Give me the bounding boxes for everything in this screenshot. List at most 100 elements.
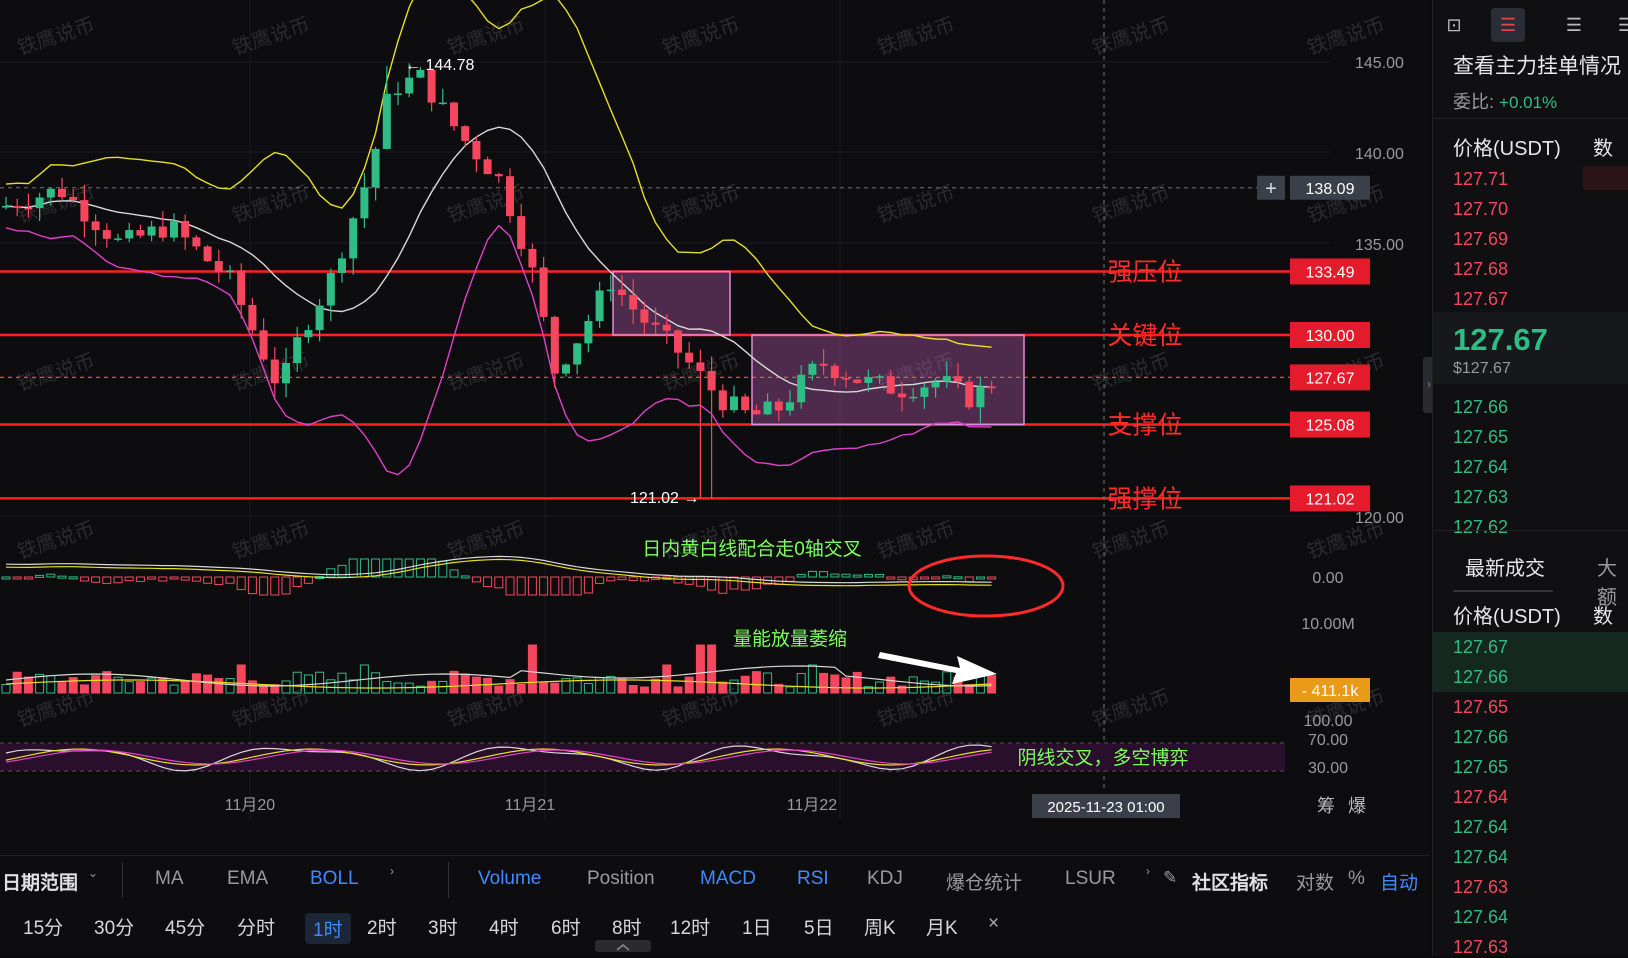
price-axis-label: 140.00 (1355, 146, 1404, 163)
close-icon[interactable]: × (988, 913, 1000, 934)
rsi-annotation: 阴线交叉，多空博弈 (1017, 747, 1188, 769)
resize-handle[interactable] (595, 940, 651, 952)
volume-bar (807, 664, 817, 694)
candle-body (483, 159, 492, 175)
ask-row[interactable]: 127.67 (1453, 289, 1509, 309)
panel-title[interactable]: 查看主力挂单情况 (1453, 55, 1621, 78)
trade-row: 127.64 (1453, 787, 1509, 807)
watermark-text: 铁鹰说币 (14, 13, 97, 60)
macd-histogram-bar (225, 576, 235, 584)
trade-row: 127.66 (1453, 667, 1509, 687)
candle-body (293, 337, 302, 363)
volume-bar (494, 685, 504, 694)
macd-histogram-bar (124, 576, 134, 582)
bid-row[interactable]: 127.62 (1453, 517, 1509, 537)
timeframe-13[interactable]: 周K (864, 918, 896, 939)
timeframe-3[interactable]: 分时 (237, 918, 276, 939)
orderbook-list-icon[interactable]: ☰ (1609, 8, 1628, 42)
timeframe-2[interactable]: 45分 (165, 918, 206, 939)
timeframe-1[interactable]: 30分 (94, 918, 135, 939)
ask-row[interactable]: 127.70 (1453, 199, 1509, 219)
candle-body (707, 370, 716, 391)
price-column-header: 价格(USDT) (1453, 138, 1561, 160)
tab-latest-trades[interactable]: 最新成交 (1465, 558, 1545, 580)
macd-histogram-bar (191, 576, 201, 582)
orderbook-bids-icon[interactable]: ☰ (1565, 15, 1583, 35)
timeframe-11[interactable]: 1日 (742, 918, 772, 939)
timeframe-10[interactable]: 12时 (670, 918, 711, 939)
macd-histogram-bar (203, 576, 213, 584)
candle-body (114, 238, 122, 240)
macd-histogram-bar (270, 576, 280, 596)
ask-row[interactable]: 127.68 (1453, 259, 1509, 279)
volume-bar (68, 677, 78, 694)
indicator-rsi[interactable]: RSI (797, 868, 829, 889)
level-price-tag (1290, 485, 1370, 512)
timeframe-8[interactable]: 6时 (551, 918, 581, 939)
indicator-boll[interactable]: BOLL (310, 868, 359, 889)
macd-histogram-bar (897, 576, 907, 581)
volume-bar (617, 678, 627, 694)
edit-icon[interactable]: ✎ (1163, 868, 1178, 887)
indicator-ma[interactable]: MA (155, 868, 184, 889)
watermark-text: 铁鹰说币 (659, 349, 742, 396)
volume-bar (539, 681, 549, 694)
candle-body (797, 374, 806, 403)
volume-bar (35, 673, 45, 694)
ask-row[interactable]: 127.71 (1453, 169, 1509, 189)
indicator-liquidation[interactable]: 爆仓统计 (946, 873, 1023, 894)
timeframe-0[interactable]: 15分 (23, 918, 64, 939)
community-indicator-button[interactable]: 社区指标 (1192, 873, 1269, 894)
volume-bar (415, 685, 425, 694)
auto-scale-toggle[interactable]: 自动 (1380, 873, 1419, 894)
indicator-position[interactable]: Position (587, 868, 655, 889)
watermark-text: 铁鹰说币 (1089, 517, 1172, 564)
timeframe-5[interactable]: 2时 (367, 918, 397, 939)
indicator-volume[interactable]: Volume (478, 868, 542, 889)
indicator-kdj[interactable]: KDJ (867, 868, 903, 889)
tab-underline (1453, 590, 1553, 592)
divider (122, 862, 123, 898)
candle-body (136, 230, 145, 236)
candle-body (618, 289, 626, 295)
indicator-macd[interactable]: MACD (700, 868, 756, 889)
indicator-ema[interactable]: EMA (227, 868, 269, 889)
percent-toggle[interactable]: % (1348, 868, 1365, 889)
timeframe-12[interactable]: 5日 (804, 918, 834, 939)
orderbook-asks-icon[interactable]: ☰ (1491, 8, 1525, 42)
volume-bar (259, 685, 269, 694)
date-range-button[interactable]: 日期范围 (2, 873, 79, 894)
timeframe-4[interactable]: 1时 (305, 913, 351, 944)
bid-row[interactable]: 127.65 (1453, 427, 1509, 447)
chevron-down-icon[interactable]: ⌄ (88, 866, 99, 880)
timeframe-14[interactable]: 月K (926, 918, 958, 939)
macd-histogram-bar (942, 575, 952, 579)
bid-row[interactable]: 127.63 (1453, 487, 1509, 507)
volume-bar (785, 686, 795, 694)
candle-body (651, 322, 660, 325)
timeframe-7[interactable]: 4时 (489, 918, 519, 939)
macd-histogram-bar (393, 558, 403, 578)
chips-button: 筹 (1317, 796, 1335, 816)
ask-row[interactable]: 127.69 (1453, 229, 1509, 249)
divider (1433, 118, 1628, 119)
chart-area[interactable]: 铁鹰说币 铁鹰说币 铁鹰说币 铁鹰说币 铁鹰说币 铁鹰说币 铁鹰说币 铁鹰说币 铁鹰说币 铁鹰说币… (0, 0, 1430, 855)
bid-row[interactable]: 127.66 (1453, 397, 1509, 417)
timeframe-6[interactable]: 3时 (428, 918, 458, 939)
chevron-right-icon[interactable]: › (390, 864, 394, 878)
macd-histogram-bar (830, 573, 840, 578)
orderbook-both-icon[interactable]: ⊡ (1446, 15, 1462, 35)
volume-bar (91, 675, 101, 694)
macd-histogram-bar (449, 569, 459, 578)
bid-row[interactable]: 127.64 (1453, 457, 1509, 477)
candle-body (58, 188, 66, 198)
macd-histogram-bar (12, 576, 22, 580)
candle-body (270, 359, 279, 384)
log-scale-toggle[interactable]: 对数 (1296, 873, 1335, 894)
volume-bar (23, 676, 33, 694)
tab-large-trades[interactable]: 大额 (1597, 558, 1617, 609)
indicator-lsur[interactable]: LSUR (1065, 868, 1116, 889)
chevron-right-icon[interactable]: › (1146, 864, 1150, 878)
timeframe-9[interactable]: 8时 (612, 918, 642, 939)
